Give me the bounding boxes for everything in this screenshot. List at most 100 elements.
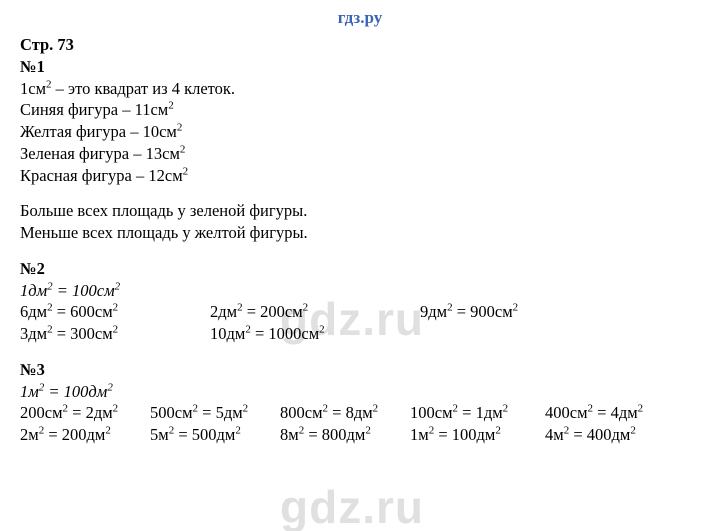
summary-max: Больше всех площадь у зеленой фигуры. [20,200,700,222]
figure-value: 10см [143,122,177,141]
eq-row: 2м2 = 200дм2 [20,424,150,446]
dash: – [132,166,149,185]
lhs: 2дм [210,302,237,321]
lhs: 4м [545,425,564,444]
spacer [20,345,700,359]
eq-row: 1м2 = 100дм2 [410,424,545,446]
lhs: 2м [20,425,39,444]
dash: – [118,100,135,119]
eq: = [243,302,261,321]
exp: 2 [373,403,379,415]
lhs: 800см [280,403,323,422]
col: 6дм2 = 600см2 3дм2 = 300см2 [20,301,210,345]
rhs: 1000см [268,324,319,343]
dash: – [129,144,146,163]
eq-row: 2дм2 = 200см2 [210,301,420,323]
figure-value: 11см [135,100,169,119]
lhs: 1м [410,425,429,444]
page-label: Стр. 73 [20,34,700,56]
rhs: 4дм [611,403,638,422]
eq-row: 400см2 = 4дм2 [545,402,680,424]
eq: = [44,425,62,444]
eq-row: 800см2 = 8дм2 [280,402,410,424]
section-2: №2 1дм2 = 100см2 6дм2 = 600см2 3дм2 = 30… [20,258,700,345]
eq-row: 3дм2 = 300см2 [20,323,210,345]
eq: = [53,324,71,343]
figure-name: Синяя фигура [20,100,118,119]
eq: = [593,403,611,422]
eq: = [68,403,86,422]
eq-row: 200см2 = 2дм2 [20,402,150,424]
figure-value: 13см [146,144,180,163]
exp: 2 [638,403,644,415]
spacer [20,244,700,258]
col: 100см2 = 1дм2 1м2 = 100дм2 [410,402,545,446]
rhs: 100дм [64,382,108,401]
figure-value: 12см [148,166,182,185]
watermark: gdz.ru [280,480,424,531]
rhs: 200см [260,302,303,321]
rhs: 200дм [62,425,106,444]
section-2-title: №2 [20,258,700,280]
exp: 2 [113,302,119,314]
col: 400см2 = 4дм2 4м2 = 400дм2 [545,402,680,446]
site-header: гдз.ру [20,8,700,28]
exp: 2 [107,381,113,393]
exp: 2 [180,143,186,155]
exp: 2 [503,403,509,415]
eq: = [53,281,72,300]
col: 2дм2 = 200см2 10дм2 = 1000см2 [210,301,420,345]
figure-row: Желтая фигура – 10см2 [20,121,700,143]
exp: 2 [303,302,309,314]
rhs: 100дм [452,425,496,444]
rhs: 800дм [322,425,366,444]
lhs: 1м [20,382,39,401]
lhs: 400см [545,403,588,422]
rhs: 5дм [216,403,243,422]
eq: = [198,403,216,422]
exp: 2 [168,100,174,112]
col: 800см2 = 8дм2 8м2 = 800дм2 [280,402,410,446]
lhs: 8м [280,425,299,444]
section-3-columns: 200см2 = 2дм2 2м2 = 200дм2 500см2 = 5дм2… [20,402,700,446]
rhs: 600см [70,302,113,321]
exp: 2 [513,302,519,314]
lhs: 1дм [20,281,47,300]
section-3-title: №3 [20,359,700,381]
section-1: №1 1см2 – это квадрат из 4 клеток. Синяя… [20,56,700,244]
lhs: 6дм [20,302,47,321]
eq-row: 4м2 = 400дм2 [545,424,680,446]
figure-row: Синяя фигура – 11см2 [20,99,700,121]
exp: 2 [113,403,119,415]
lhs: 500см [150,403,193,422]
exp: 2 [630,425,636,437]
text: 1см [20,79,46,98]
eq-row: 6дм2 = 600см2 [20,301,210,323]
eq-row: 10дм2 = 1000см2 [210,323,420,345]
col: 9дм2 = 900см2 [420,301,600,345]
figure-name: Красная фигура [20,166,132,185]
figure-row: Зеленая фигура – 13см2 [20,143,700,165]
rhs: 300см [70,324,113,343]
eq: = [453,302,471,321]
page: гдз.ру Стр. 73 №1 1см2 – это квадрат из … [0,0,720,531]
lhs: 100см [410,403,453,422]
rhs: 900см [470,302,513,321]
eq: = [434,425,452,444]
figure-name: Зеленая фигура [20,144,129,163]
lhs: 9дм [420,302,447,321]
dash: – [126,122,143,141]
eq: = [251,324,269,343]
rhs: 500дм [192,425,236,444]
eq: = [328,403,346,422]
spacer [20,186,700,200]
rhs: 2дм [86,403,113,422]
eq: = [304,425,322,444]
exp: 2 [115,280,121,292]
lhs: 5м [150,425,169,444]
figure-name: Желтая фигура [20,122,126,141]
eq: = [44,382,63,401]
eq-row: 9дм2 = 900см2 [420,301,600,323]
exp: 2 [105,425,111,437]
section-2-rule: 1дм2 = 100см2 [20,280,700,302]
